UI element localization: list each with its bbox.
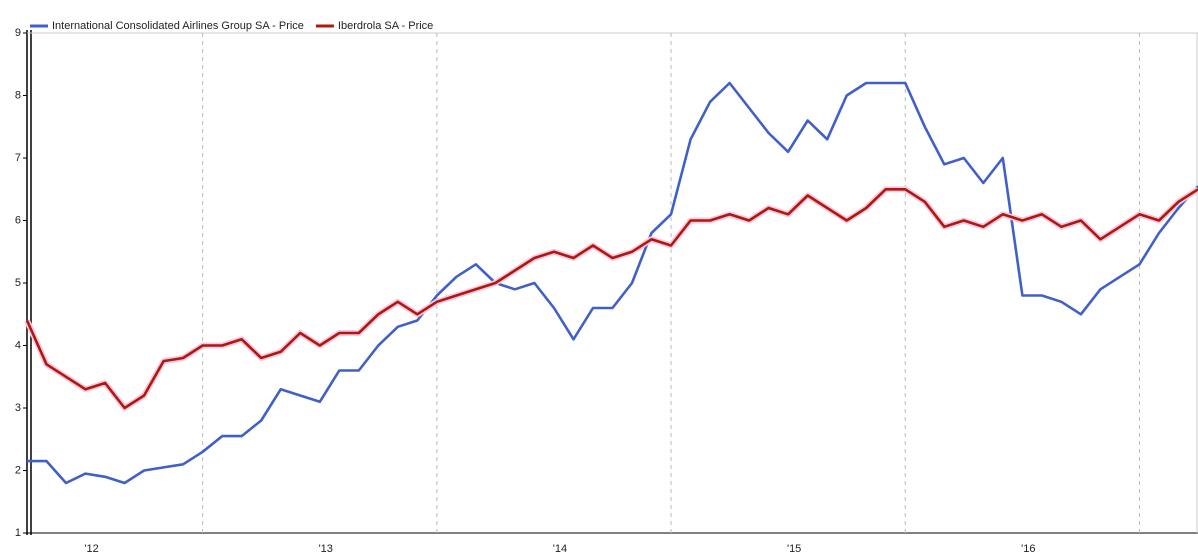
y-tick-label: 5 (15, 277, 21, 289)
x-tick-label: '16 (1021, 543, 1035, 555)
x-tick-label: '12 (84, 543, 98, 555)
x-tick-label: '13 (319, 543, 333, 555)
legend-label: Iberdrola SA - Price (338, 20, 433, 32)
line (27, 81, 1198, 485)
y-tick-label: 9 (15, 27, 21, 39)
y-tick-label: 8 (15, 89, 21, 101)
line (25, 188, 1198, 410)
x-tick-label: '15 (787, 543, 801, 555)
y-tick-label: 3 (15, 402, 21, 414)
y-tick-label: 4 (15, 339, 21, 351)
y-tick-label: 6 (15, 214, 21, 226)
x-tick-label: '14 (553, 543, 567, 555)
y-tick-label: 7 (15, 152, 21, 164)
y-tick-label: 1 (15, 527, 21, 539)
y-tick-label: 2 (15, 464, 21, 476)
legend-label: International Consolidated Airlines Grou… (52, 20, 304, 32)
